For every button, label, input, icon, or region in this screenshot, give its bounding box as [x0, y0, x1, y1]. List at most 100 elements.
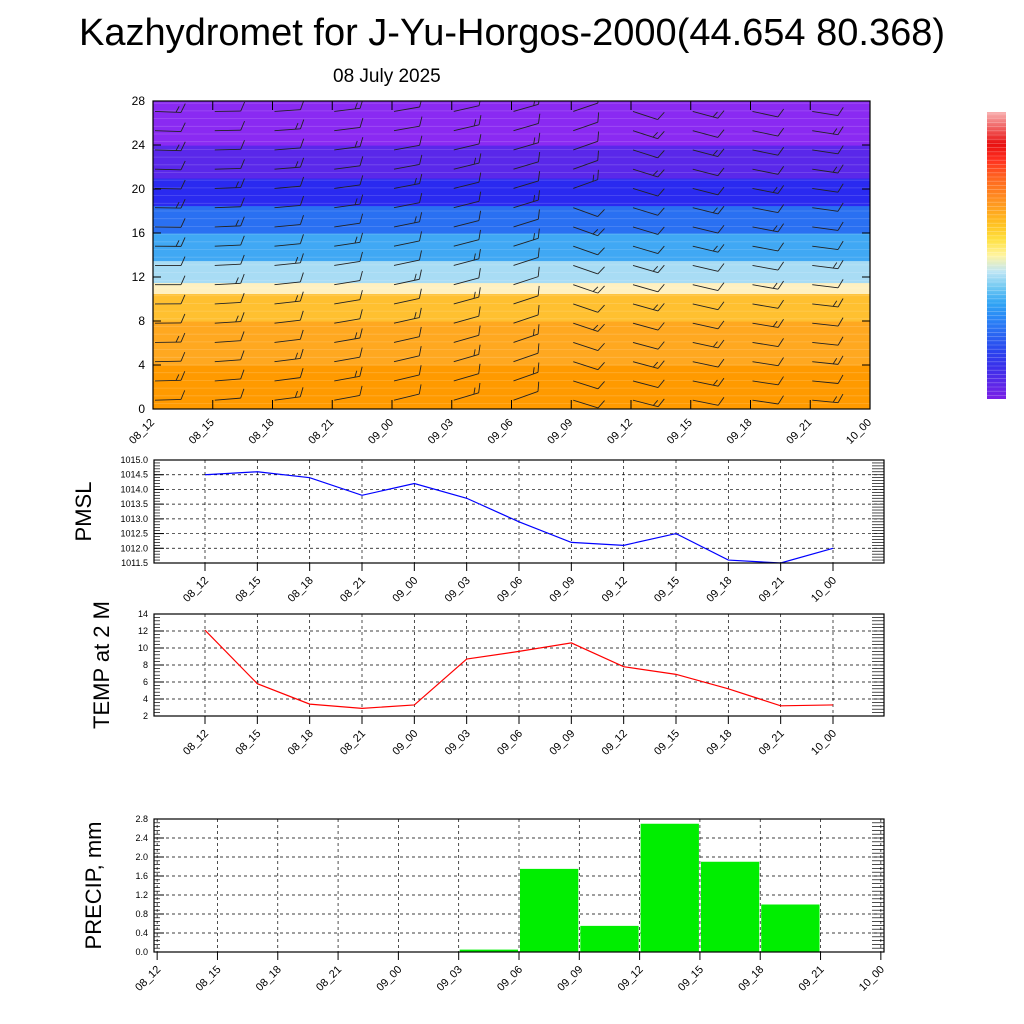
- wind-barb: [154, 390, 186, 401]
- wind-barb-flag: [473, 253, 476, 261]
- wind-barb-flag: [597, 400, 605, 409]
- y-tick-label: 14: [138, 609, 148, 619]
- y-tick-label: 0.4: [135, 928, 148, 938]
- wind-barb-flag: [898, 277, 903, 286]
- wind-barb-staff: [632, 303, 659, 312]
- wind-barb-staff: [513, 333, 539, 343]
- wind-barb: [154, 256, 186, 266]
- wind-barb: [872, 314, 902, 325]
- wind-barb-flag: [657, 360, 665, 369]
- wind-barb-staff: [513, 161, 539, 170]
- wind-barb: [573, 150, 599, 170]
- wind-barb: [573, 131, 600, 151]
- wind-barb-staff: [692, 226, 719, 234]
- wind-barb-flag: [712, 379, 718, 386]
- wind-barb: [214, 101, 246, 112]
- wind-barb-flag: [299, 215, 304, 225]
- wind-barb-staff: [393, 144, 420, 151]
- wind-barb: [393, 173, 423, 189]
- wind-barb-flag: [837, 279, 844, 289]
- wind-barb-flag: [893, 204, 897, 210]
- wind-barb-staff: [154, 130, 182, 133]
- wind-barb-staff: [274, 300, 301, 305]
- x-tick-label: 09_06: [495, 964, 525, 994]
- wind-barb-flag: [359, 156, 364, 166]
- x-tick-label: 09_09: [547, 728, 577, 758]
- wind-barb-flag: [478, 153, 482, 164]
- wind-barb: [573, 380, 605, 390]
- wind-barb-staff: [334, 241, 361, 247]
- wind-barb-flag: [175, 374, 180, 381]
- wind-barb-staff: [812, 188, 839, 193]
- x-tick-label: 09_06: [486, 417, 516, 447]
- wind-barb-staff: [692, 168, 719, 177]
- x-tick-label: 08_15: [193, 964, 223, 994]
- wind-barb-flag: [898, 258, 903, 267]
- wind-barb: [632, 341, 665, 350]
- wind-barb-staff: [334, 203, 361, 209]
- wind-barb-flag: [473, 119, 477, 127]
- wind-barb-flag: [837, 240, 844, 250]
- wind-barb: [752, 376, 784, 386]
- wind-barb-flag: [717, 244, 725, 253]
- wind-barb-staff: [752, 342, 779, 348]
- wind-barb-flag: [898, 220, 903, 229]
- wind-barb-flag: [359, 347, 363, 358]
- wind-barb: [513, 228, 540, 247]
- wind-barb: [872, 353, 902, 364]
- wind-barb: [632, 360, 665, 369]
- wind-barb: [692, 186, 725, 196]
- wind-barb-staff: [393, 278, 420, 286]
- wind-barb-staff: [872, 131, 898, 134]
- wind-barb-staff: [453, 334, 479, 343]
- wind-barb-flag: [832, 396, 838, 403]
- wind-barb-flag: [538, 132, 541, 143]
- wind-barb: [393, 307, 422, 324]
- wind-barb-flag: [478, 363, 481, 374]
- wind-barb-flag: [657, 379, 665, 388]
- y-tick-label: 2.4: [135, 833, 148, 843]
- wind-barb: [393, 212, 423, 228]
- wind-barb: [154, 198, 186, 209]
- wind-barb: [632, 264, 665, 274]
- wind-barb: [214, 273, 245, 286]
- wind-barb-staff: [334, 146, 361, 151]
- wind-barb-flag: [478, 268, 481, 278]
- x-tick-label: 09_03: [426, 417, 456, 447]
- plot-frame: [153, 459, 885, 564]
- wind-barb: [812, 145, 844, 155]
- wind-barb-staff: [812, 130, 839, 136]
- wind-barb-flag: [597, 362, 605, 370]
- wind-barb-flag: [240, 140, 245, 150]
- x-tick-label: 09_18: [704, 728, 734, 758]
- x-tick-label: 08_21: [338, 575, 368, 605]
- precip-bar: [761, 904, 820, 952]
- wind-barb-flag: [597, 247, 605, 256]
- wind-barb-flag: [180, 275, 186, 285]
- wind-barb-flag: [592, 229, 599, 235]
- wind-barb-flag: [532, 367, 535, 375]
- wind-barb: [154, 103, 186, 113]
- wind-barb-staff: [274, 338, 301, 343]
- wind-barb-flag: [657, 207, 665, 216]
- wind-barb-flag: [832, 357, 838, 365]
- wind-barb-staff: [453, 296, 479, 305]
- wind-barb: [214, 369, 245, 382]
- wind-barb-staff: [453, 277, 479, 286]
- wind-barb-staff: [453, 105, 480, 112]
- x-tick-label: 08_15: [233, 728, 263, 758]
- wind-barb-flag: [419, 231, 423, 242]
- wind-barb: [154, 237, 186, 247]
- wind-barb-flag: [898, 316, 903, 325]
- wind-barb-flag: [777, 357, 784, 366]
- wind-barb-staff: [334, 356, 360, 363]
- precip-bar: [459, 949, 518, 952]
- wind-barb-flag: [240, 312, 245, 322]
- wind-barb-flag: [597, 150, 599, 161]
- wind-barb-staff: [334, 280, 360, 286]
- wind-barb-staff: [752, 361, 779, 367]
- wind-barb-flag: [597, 381, 605, 390]
- wind-barb: [573, 284, 605, 294]
- wind-barb-flag: [478, 134, 482, 145]
- wind-barb: [812, 107, 844, 117]
